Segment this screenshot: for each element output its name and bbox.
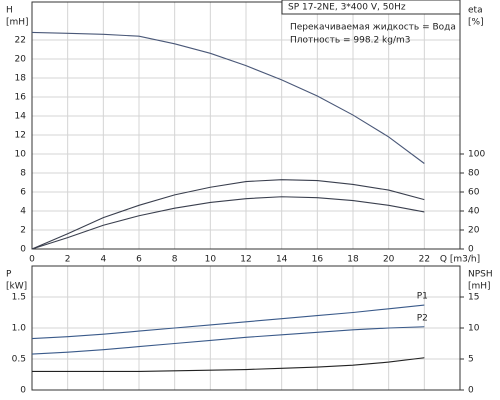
curve bbox=[31, 196, 425, 250]
x-tick-label: 14 bbox=[276, 255, 288, 265]
y2-tick-label: 80 bbox=[468, 169, 480, 179]
y-tick-label: 16 bbox=[15, 93, 27, 103]
curve bbox=[31, 179, 425, 250]
y-tick-label: 22 bbox=[15, 36, 26, 46]
x-tick-label: 18 bbox=[347, 255, 359, 265]
plot-frame bbox=[31, 1, 461, 250]
x-tick-label: 6 bbox=[136, 255, 142, 265]
y-tick-label: 10 bbox=[15, 150, 27, 160]
y-tick-label: 0 bbox=[20, 245, 26, 255]
y2-tick-label: 0 bbox=[468, 386, 474, 396]
title-box bbox=[281, 0, 461, 15]
y2-axis-label: NPSH bbox=[468, 270, 493, 280]
x-tick-label: 20 bbox=[383, 255, 395, 265]
annotation: Перекачиваемая жидкость = Вода bbox=[290, 23, 456, 33]
y2-tick-label: 15 bbox=[468, 293, 479, 303]
y-tick-label: 0 bbox=[20, 386, 26, 396]
y-tick-label: 14 bbox=[15, 112, 27, 122]
series-label: P2 bbox=[417, 313, 428, 323]
series-label: P1 bbox=[417, 292, 428, 302]
y2-tick-label: 40 bbox=[468, 207, 480, 217]
y-tick-label: 1.5 bbox=[12, 293, 26, 303]
curve bbox=[31, 304, 425, 340]
y2-axis-unit: [mH] bbox=[468, 282, 491, 292]
x-tick-label: 0 bbox=[29, 255, 35, 265]
x-tick-label: 8 bbox=[172, 255, 178, 265]
y-tick-label: 20 bbox=[15, 55, 27, 65]
y2-tick-label: 5 bbox=[468, 355, 474, 365]
y-tick-label: 6 bbox=[20, 188, 26, 198]
y2-tick-label: 10 bbox=[468, 324, 480, 334]
curve bbox=[32, 357, 425, 372]
y2-tick-label: 60 bbox=[468, 188, 480, 198]
y2-axis-label: eta bbox=[468, 6, 483, 16]
y-tick-label: 18 bbox=[15, 74, 27, 84]
curve bbox=[31, 31, 425, 164]
y-axis-unit: [kW] bbox=[6, 282, 27, 292]
y2-axis-unit: [%] bbox=[468, 18, 484, 28]
y-tick-label: 12 bbox=[15, 131, 26, 141]
y-tick-label: 4 bbox=[20, 207, 26, 217]
y-tick-label: 2 bbox=[20, 226, 26, 236]
annotation: Плотность = 998.2 kg/m3 bbox=[290, 36, 411, 46]
x-tick-label: 22 bbox=[419, 255, 430, 265]
y2-tick-label: 0 bbox=[468, 245, 474, 255]
curve bbox=[31, 326, 425, 355]
y2-tick-label: 100 bbox=[468, 150, 485, 160]
y-axis-label: P bbox=[6, 270, 12, 280]
x-tick-label: 10 bbox=[205, 255, 217, 265]
y-tick-label: 0.5 bbox=[12, 355, 26, 365]
y-tick-label: 1.0 bbox=[12, 324, 27, 334]
x-tick-label: 2 bbox=[65, 255, 71, 265]
x-axis-label: Q [m3/h] bbox=[440, 255, 480, 265]
y-tick-label: 8 bbox=[20, 169, 26, 179]
plot-frame bbox=[31, 265, 461, 391]
y-axis-label: H bbox=[6, 6, 13, 16]
x-tick-label: 16 bbox=[312, 255, 324, 265]
y2-tick-label: 20 bbox=[468, 226, 480, 236]
x-tick-label: 12 bbox=[240, 255, 251, 265]
x-tick-label: 4 bbox=[100, 255, 106, 265]
chart-title: SP 17-2NE, 3*400 V, 50Hz bbox=[288, 3, 406, 13]
y-axis-unit: [mH] bbox=[6, 18, 29, 28]
